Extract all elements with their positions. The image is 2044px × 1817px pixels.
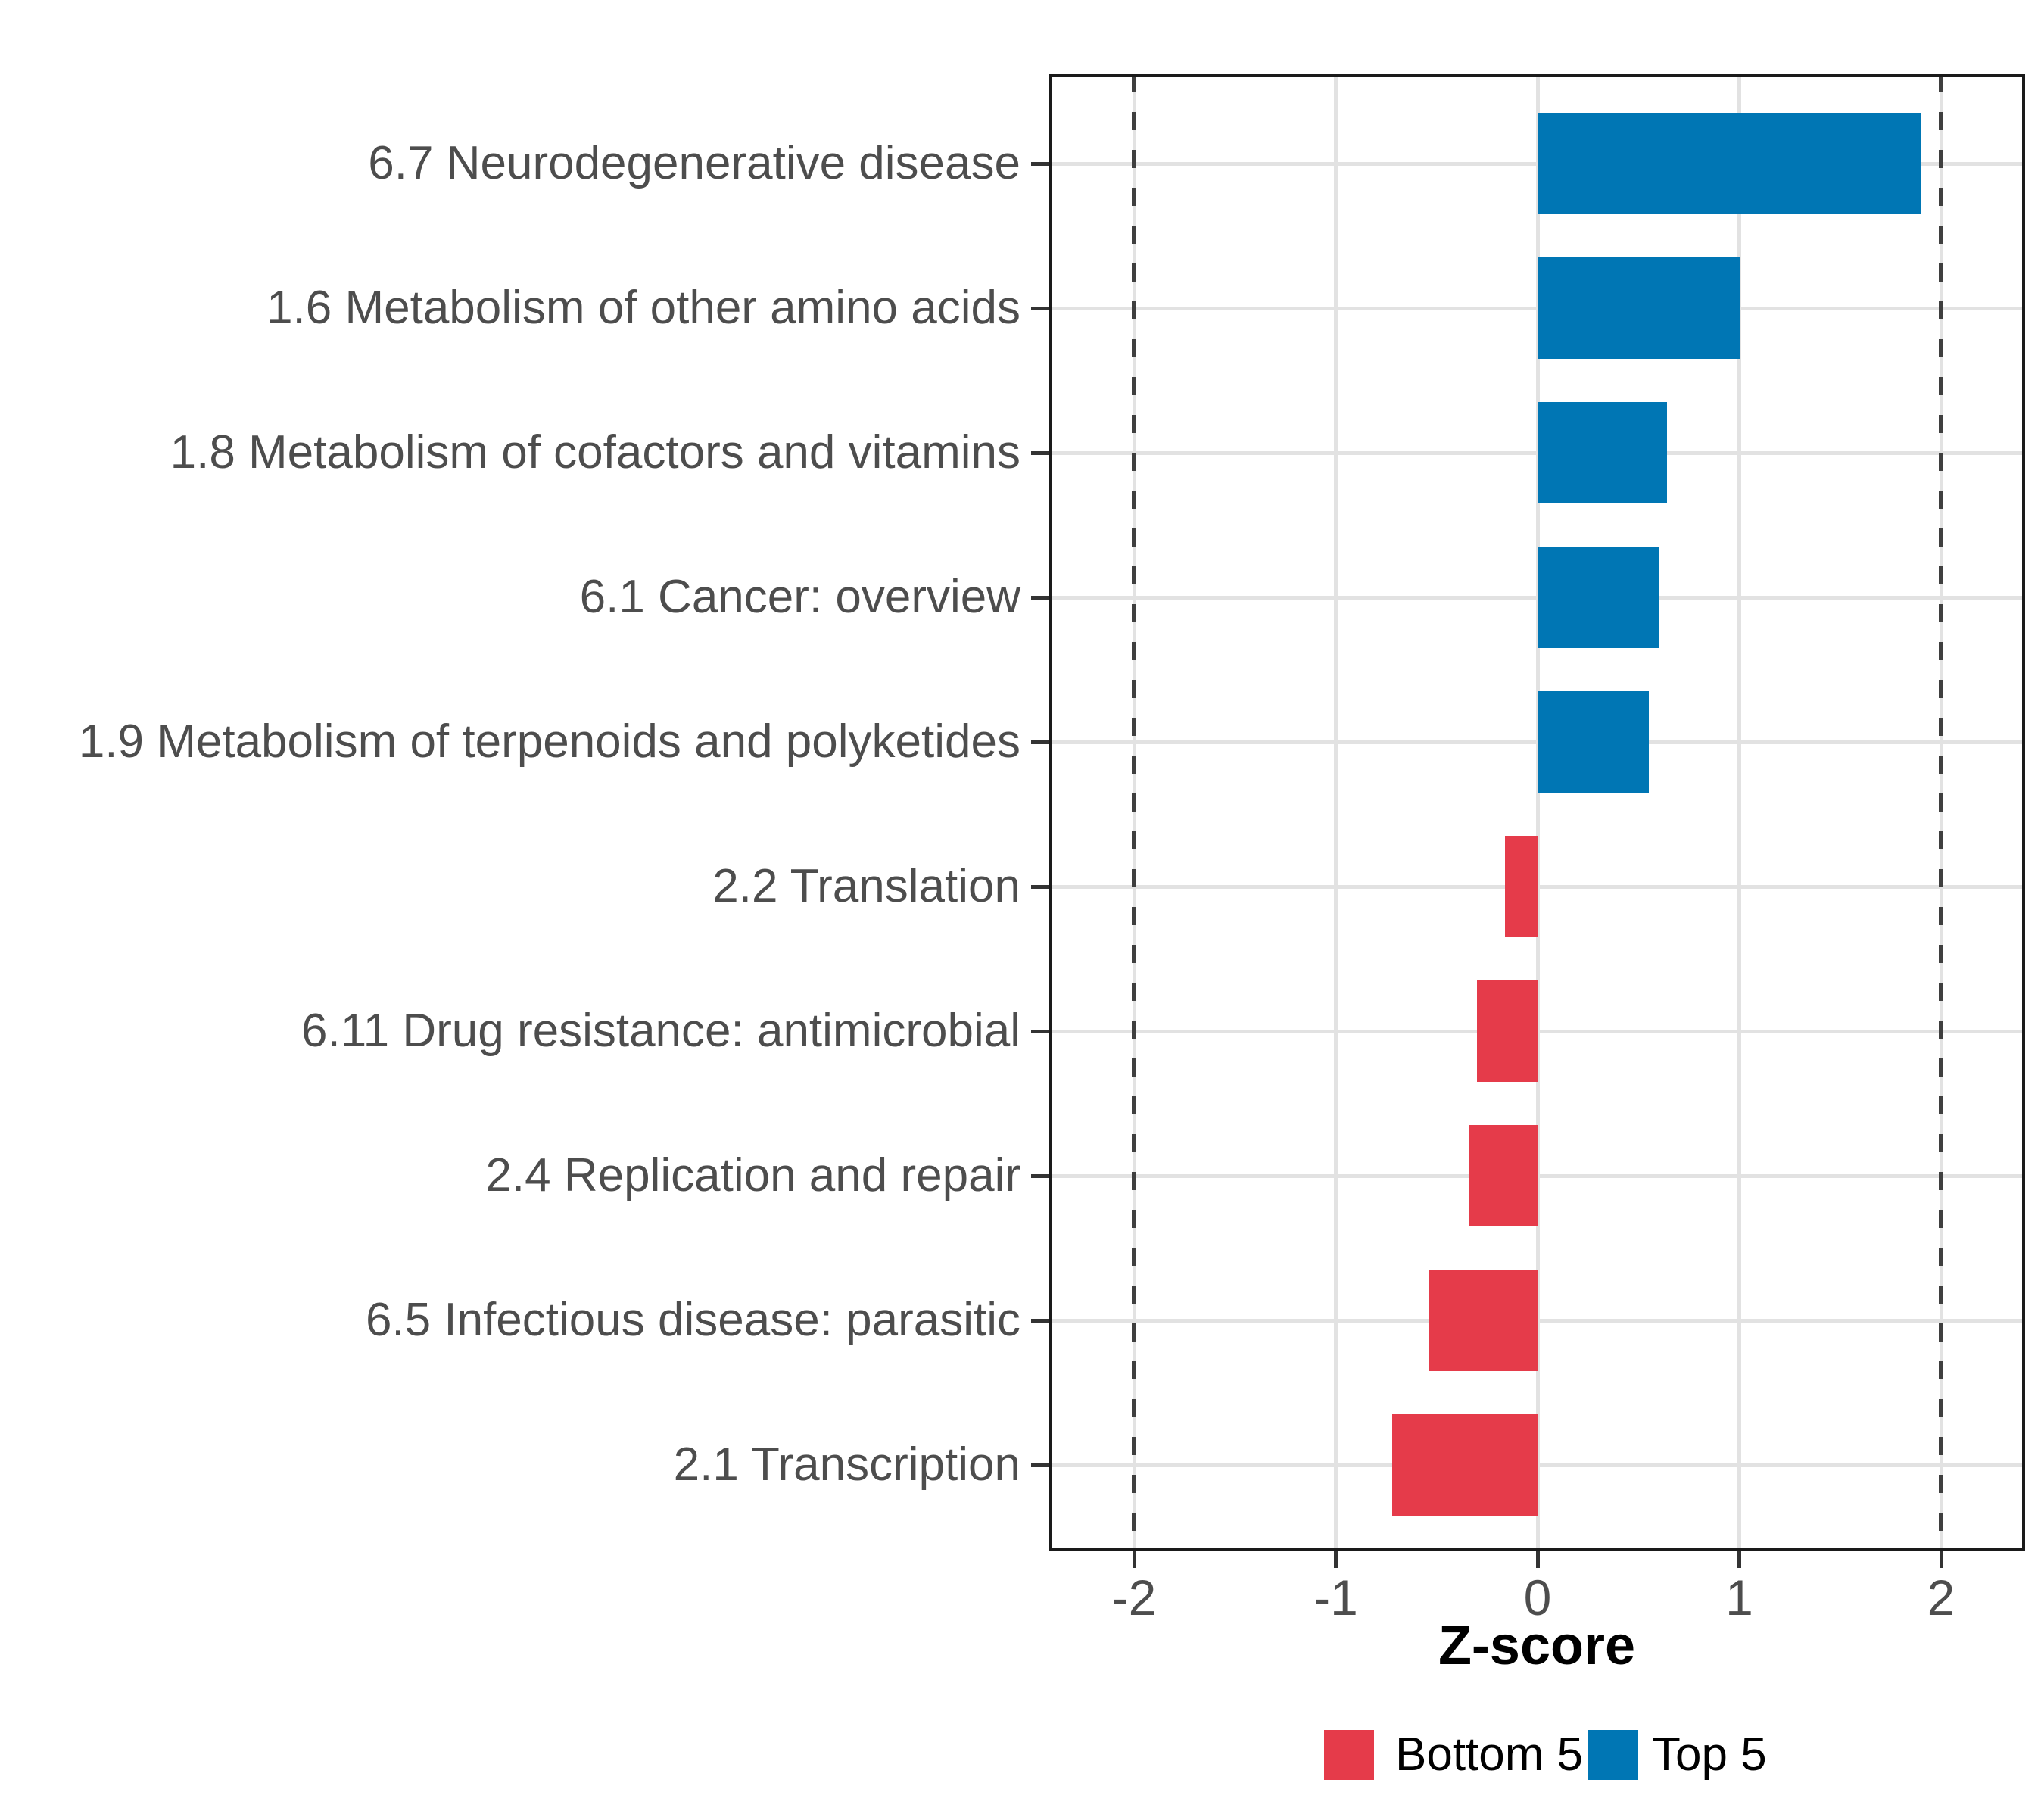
y-tick-mark (1031, 450, 1049, 455)
bar-7 (1477, 980, 1538, 1082)
legend-label-bottom5: Bottom 5 (1395, 1728, 1584, 1781)
bar-5 (1538, 691, 1649, 793)
x-tick-label: 0 (1523, 1569, 1552, 1625)
y-tick-mark (1031, 1029, 1049, 1033)
bar-2 (1538, 257, 1740, 359)
legend-label-top5: Top 5 (1652, 1728, 1767, 1781)
x-tick-label: -1 (1313, 1569, 1358, 1625)
y-tick-mark (1031, 306, 1049, 310)
category-label: 1.6 Metabolism of other amino acids (266, 282, 1020, 334)
category-label: 1.8 Metabolism of cofactors and vitamins (170, 426, 1020, 478)
y-axis-labels: 6.7 Neurodegenerative disease 1.6 Metabol… (0, 74, 1020, 1551)
category-label: 2.2 Translation (712, 860, 1020, 912)
y-tick-mark (1031, 740, 1049, 744)
y-tick-mark (1031, 1173, 1049, 1178)
bar-8 (1469, 1125, 1538, 1226)
y-tick-mark (1031, 884, 1049, 889)
x-tick-mark (1737, 1551, 1741, 1568)
bar-1 (1538, 113, 1921, 214)
x-tick-mark (1939, 1551, 1943, 1568)
category-label: 6.5 Infectious disease: parasitic (365, 1294, 1020, 1346)
x-tick-mark (1334, 1551, 1338, 1568)
bar-6 (1505, 836, 1538, 937)
bar-10 (1392, 1414, 1538, 1516)
category-label: 2.1 Transcription (673, 1438, 1020, 1491)
x-tick-label: 2 (1927, 1569, 1955, 1625)
x-tick-mark (1535, 1551, 1540, 1568)
bar-9 (1429, 1270, 1538, 1371)
y-tick-mark (1031, 1318, 1049, 1323)
category-label: 6.1 Cancer: overview (579, 571, 1020, 623)
gridline-x (1737, 74, 1741, 1551)
bar-4 (1538, 547, 1659, 648)
legend-swatch-bottom5 (1324, 1730, 1374, 1780)
y-tick-mark (1031, 595, 1049, 600)
gridline-x (1334, 74, 1338, 1551)
category-label: 6.11 Drug resistance: antimicrobial (301, 1005, 1020, 1057)
x-axis-title: Z-score (1438, 1616, 1636, 1676)
category-label: 2.4 Replication and repair (485, 1149, 1020, 1201)
y-tick-mark (1031, 1463, 1049, 1467)
x-tick-mark (1132, 1551, 1136, 1568)
plot-panel (1049, 74, 2025, 1551)
gridline-x (1535, 74, 1540, 1551)
category-label: 1.9 Metabolism of terpenoids and polyket… (78, 715, 1020, 768)
reference-line (1132, 74, 1136, 1551)
x-tick-label: -2 (1111, 1569, 1157, 1625)
category-label: 6.7 Neurodegenerative disease (368, 137, 1020, 189)
y-tick-mark (1031, 161, 1049, 166)
reference-line (1939, 74, 1943, 1551)
legend-swatch-top5 (1588, 1730, 1638, 1780)
bar-3 (1538, 402, 1667, 503)
x-tick-label: 1 (1725, 1569, 1753, 1625)
